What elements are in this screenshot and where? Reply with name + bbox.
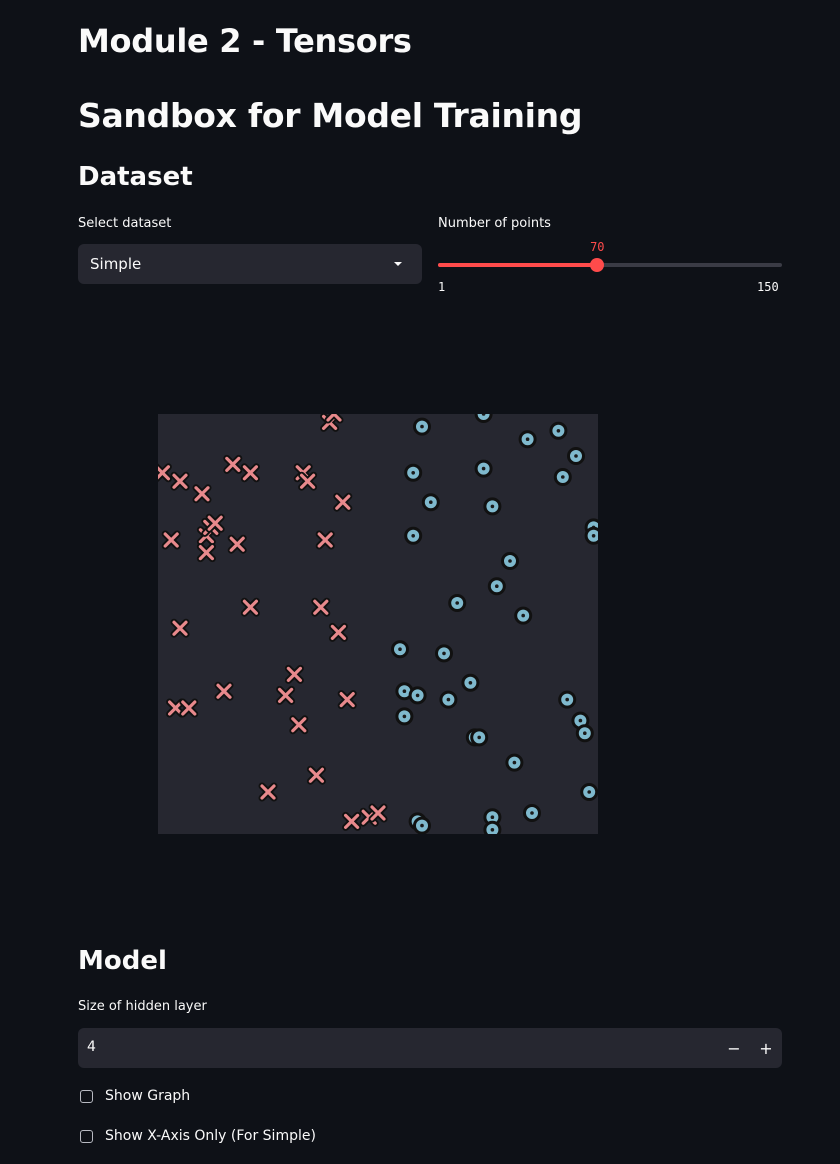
class-x-point: [298, 471, 318, 491]
class-o-point: [487, 577, 506, 596]
increment-button[interactable]: +: [759, 1038, 773, 1058]
hidden-layer-input[interactable]: 4 − +: [78, 1028, 782, 1068]
class-o-point: [408, 686, 427, 705]
class-o-point: [391, 640, 409, 659]
class-x-point: [170, 471, 190, 491]
class-x-point: [337, 690, 357, 710]
slider-value: 70: [590, 240, 605, 254]
show-graph-label: Show Graph: [105, 1088, 191, 1104]
class-o-point: [567, 447, 585, 465]
class-x-point: [214, 681, 234, 701]
class-o-point: [523, 804, 541, 822]
slider-max: 150: [757, 280, 779, 294]
class-o-point: [413, 816, 431, 834]
show-x-axis-checkbox[interactable]: Show X-Axis Only (For Simple): [80, 1128, 316, 1144]
class-x-point: [240, 597, 260, 617]
show-x-axis-label: Show X-Axis Only (For Simple): [105, 1128, 316, 1144]
class-o-point: [439, 690, 458, 709]
class-o-point: [483, 497, 502, 516]
show-graph-checkbox[interactable]: Show Graph: [80, 1088, 190, 1104]
class-o-point: [435, 644, 453, 663]
select-dataset-label: Select dataset: [78, 216, 172, 231]
class-o-point: [505, 753, 524, 772]
class-o-point: [461, 673, 480, 692]
class-x-point: [223, 454, 243, 474]
slider-thumb[interactable]: [590, 258, 605, 272]
class-x-point: [324, 414, 344, 424]
class-o-point: [580, 783, 598, 801]
class-x-point: [328, 622, 348, 642]
class-o-point: [518, 430, 537, 449]
class-x-point: [342, 811, 362, 831]
module-title: Module 2 - Tensors: [78, 22, 412, 60]
class-o-point: [514, 606, 533, 625]
class-x-point: [158, 463, 172, 483]
class-x-point: [289, 715, 309, 735]
class-o-point: [395, 707, 414, 726]
class-o-point: [448, 594, 467, 612]
slider-min: 1: [438, 280, 446, 294]
class-o-point: [413, 417, 431, 436]
slider-fill: [438, 263, 598, 267]
chevron-down-icon: [394, 262, 402, 266]
class-o-point: [474, 414, 493, 423]
decrement-button[interactable]: −: [727, 1038, 741, 1058]
dataset-heading: Dataset: [78, 162, 193, 192]
dataset-select-value: Simple: [90, 255, 142, 273]
class-x-point: [315, 530, 335, 550]
hidden-layer-value: 4: [87, 1039, 96, 1055]
class-x-point: [258, 782, 278, 802]
class-o-point: [584, 526, 598, 545]
class-o-point: [470, 728, 489, 747]
hidden-layer-label: Size of hidden layer: [78, 999, 207, 1014]
checkbox-box[interactable]: [80, 1129, 93, 1143]
class-o-point: [483, 820, 502, 834]
scatter-svg: [158, 414, 598, 834]
class-o-point: [575, 724, 594, 743]
class-x-point: [227, 534, 247, 554]
points-label: Number of points: [438, 216, 551, 231]
class-x-point: [192, 484, 212, 504]
class-x-point: [240, 463, 260, 483]
class-o-point: [474, 459, 493, 478]
checkbox-box[interactable]: [80, 1089, 93, 1103]
points-slider[interactable]: 70: [438, 240, 782, 272]
class-o-point: [404, 526, 423, 545]
class-x-point: [368, 803, 388, 823]
class-x-point: [166, 698, 186, 718]
model-heading: Model: [78, 946, 167, 976]
sandbox-title: Sandbox for Model Training: [78, 96, 583, 135]
class-o-point: [404, 463, 423, 482]
class-x-point: [161, 530, 181, 550]
class-o-point: [549, 421, 568, 440]
class-x-point: [170, 618, 190, 638]
class-x-point: [311, 597, 331, 617]
class-x-point: [179, 698, 199, 718]
class-o-point: [553, 468, 572, 486]
dataset-select[interactable]: Simple: [78, 244, 422, 284]
class-x-point: [196, 543, 216, 563]
class-x-point: [306, 765, 326, 785]
class-o-point: [421, 493, 440, 512]
class-x-point: [205, 513, 225, 533]
class-o-point: [501, 552, 519, 570]
class-x-point: [276, 685, 296, 705]
dataset-scatter-plot: [158, 414, 598, 834]
class-o-point: [395, 682, 414, 701]
class-x-point: [284, 664, 304, 684]
class-x-point: [333, 492, 353, 512]
class-o-point: [558, 690, 577, 709]
